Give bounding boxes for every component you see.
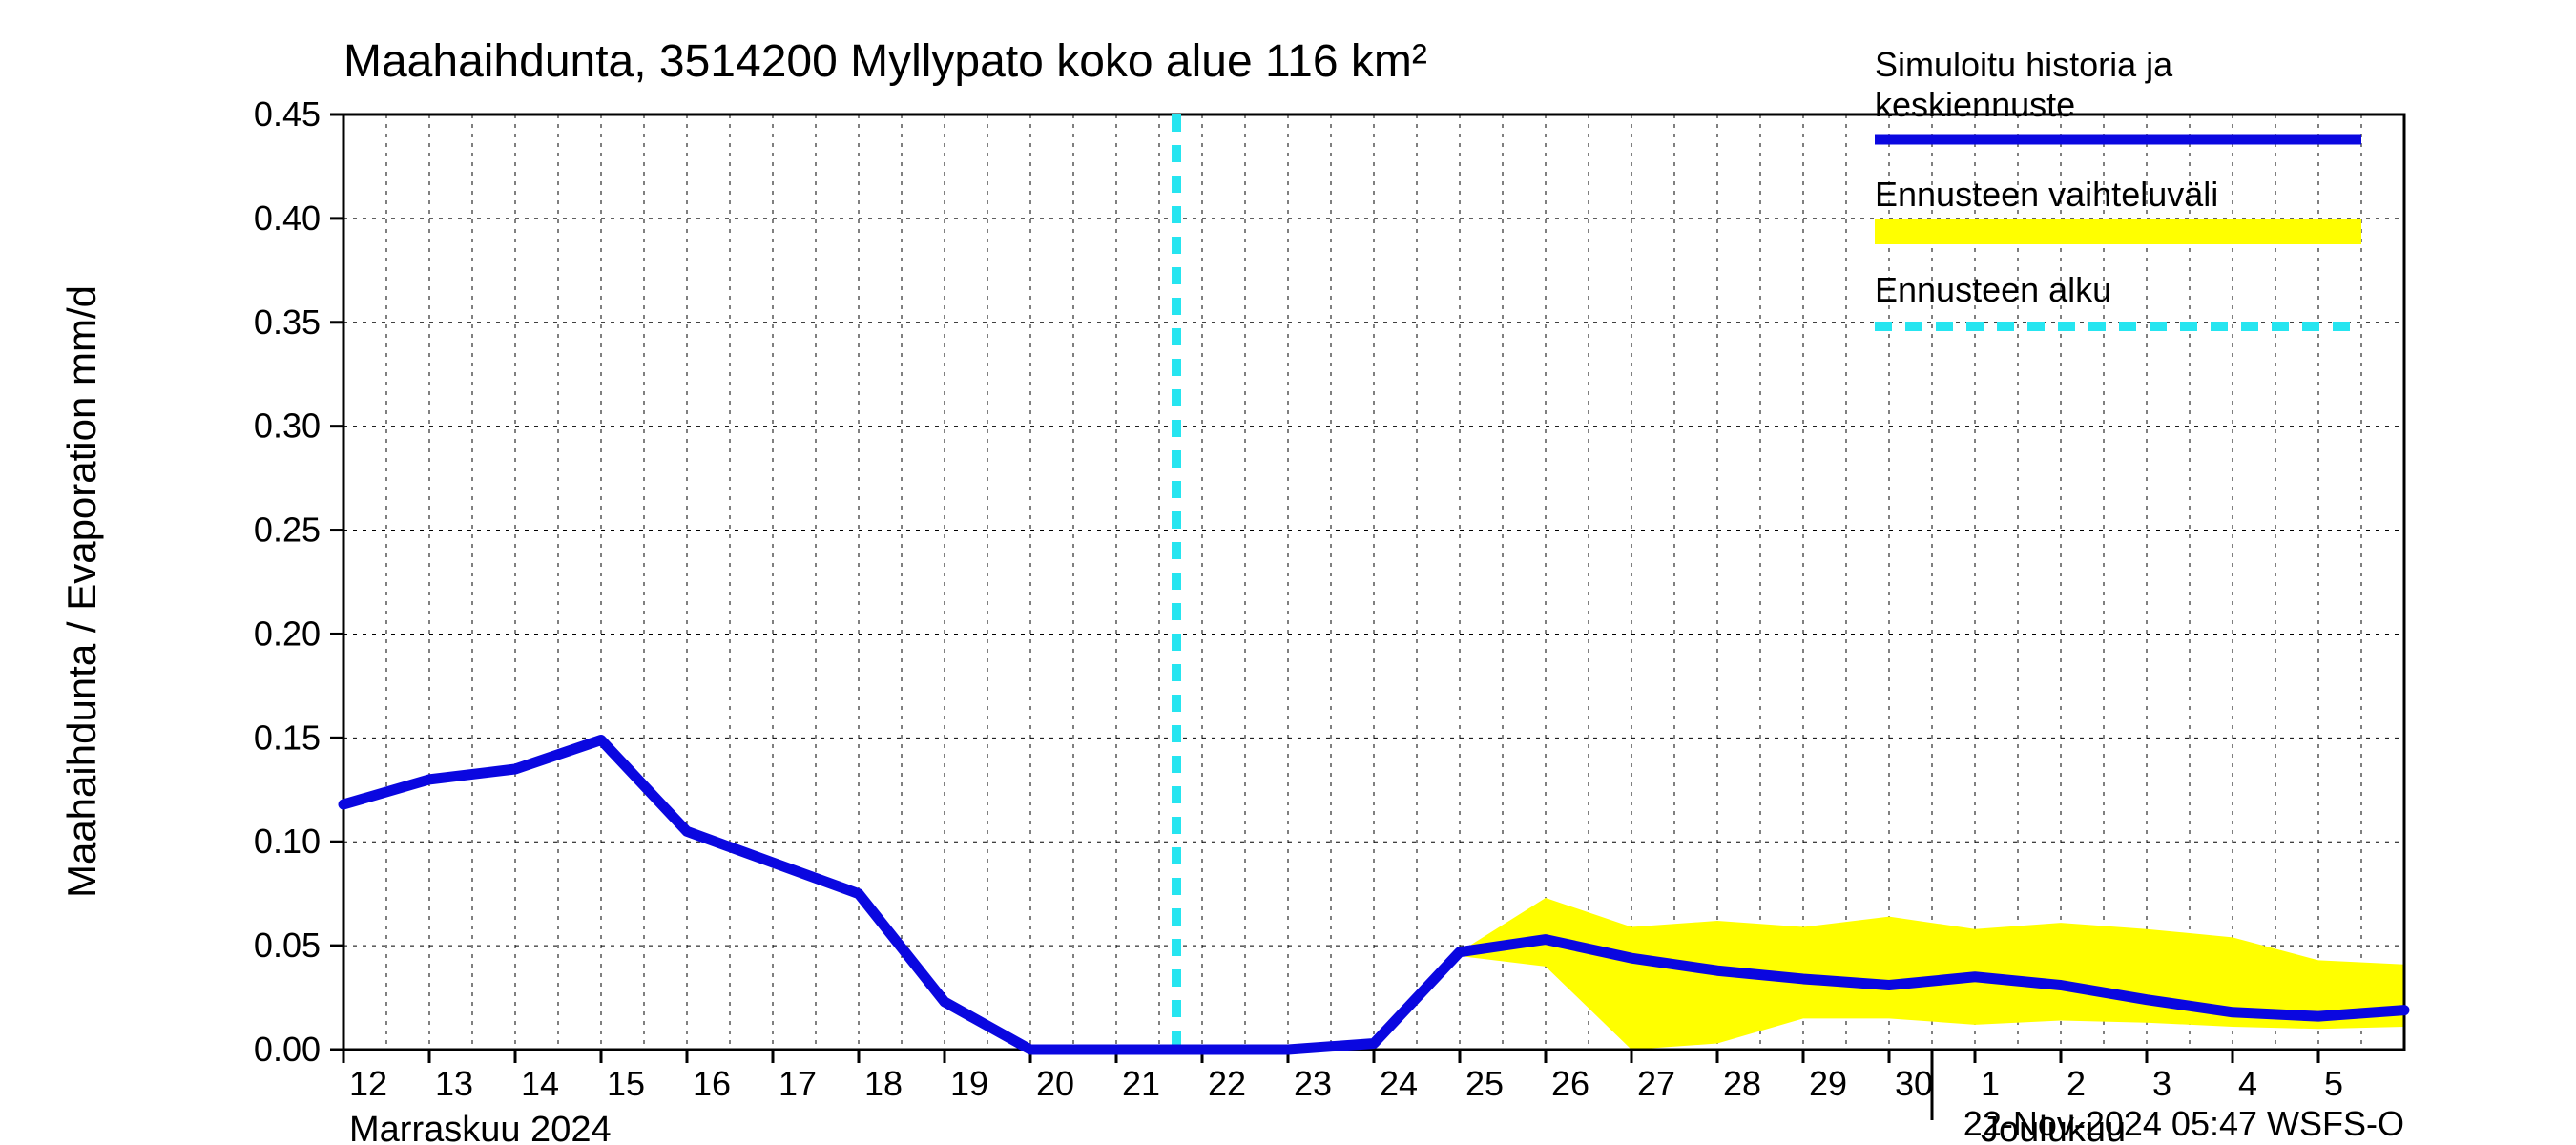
ytick-label: 0.20	[254, 614, 321, 653]
xtick-label: 22	[1208, 1064, 1246, 1103]
xtick-label: 1	[1981, 1064, 2000, 1103]
ytick-label: 0.10	[254, 822, 321, 861]
ytick-label: 0.05	[254, 926, 321, 965]
ytick-label: 0.35	[254, 302, 321, 342]
xtick-label: 13	[435, 1064, 473, 1103]
xtick-label: 4	[2238, 1064, 2257, 1103]
ytick-label: 0.25	[254, 510, 321, 550]
xtick-label: 26	[1551, 1064, 1589, 1103]
legend-label: Ennusteen alku	[1875, 270, 2111, 309]
chart-stage: { "chart": { "type": "line_with_band", "…	[0, 0, 2576, 1145]
xtick-label: 3	[2152, 1064, 2171, 1103]
chart-title: Maahaihdunta, 3514200 Myllypato koko alu…	[343, 36, 1427, 87]
xtick-label: 24	[1380, 1064, 1418, 1103]
xtick-label: 14	[521, 1064, 559, 1103]
legend-label: Ennusteen vaihteluväli	[1875, 175, 2218, 214]
ytick-label: 0.45	[254, 94, 321, 134]
ytick-label: 0.40	[254, 198, 321, 238]
month-label: Marraskuu 2024	[349, 1110, 612, 1145]
ytick-label: 0.00	[254, 1030, 321, 1069]
xtick-label: 28	[1723, 1064, 1761, 1103]
xtick-label: 15	[607, 1064, 645, 1103]
footer-timestamp: 22-Nov-2024 05:47 WSFS-O	[1963, 1104, 2404, 1143]
xtick-label: 19	[950, 1064, 988, 1103]
evaporation-chart: 0.00 0.05 0.10 0.15 0.20 0.25 0.30 0.35 0.40 0.45…	[0, 0, 2576, 1145]
xtick-label: 12	[349, 1064, 387, 1103]
xtick-label: 5	[2324, 1064, 2343, 1103]
legend-label: Simuloitu historia ja	[1875, 45, 2173, 84]
legend: Simuloitu historia jakeskiennuste Ennuste…	[1875, 45, 2361, 326]
legend-label: keskiennuste	[1875, 85, 2075, 124]
xtick-label: 21	[1122, 1064, 1160, 1103]
ytick-label: 0.30	[254, 406, 321, 446]
ytick-label: 0.15	[254, 718, 321, 757]
xtick-label: 17	[779, 1064, 817, 1103]
y-axis-label: Maahaihdunta / Evaporation mm/d	[59, 285, 104, 898]
xtick-label: 23	[1294, 1064, 1332, 1103]
legend-swatch-band	[1875, 219, 2361, 244]
xtick-label: 2	[2067, 1064, 2086, 1103]
xtick-label: 25	[1465, 1064, 1504, 1103]
xtick-label: 30	[1895, 1064, 1933, 1103]
xtick-label: 27	[1637, 1064, 1675, 1103]
xtick-label: 16	[693, 1064, 731, 1103]
xtick-label: 20	[1036, 1064, 1074, 1103]
xtick-label: 29	[1809, 1064, 1847, 1103]
xtick-label: 18	[864, 1064, 903, 1103]
